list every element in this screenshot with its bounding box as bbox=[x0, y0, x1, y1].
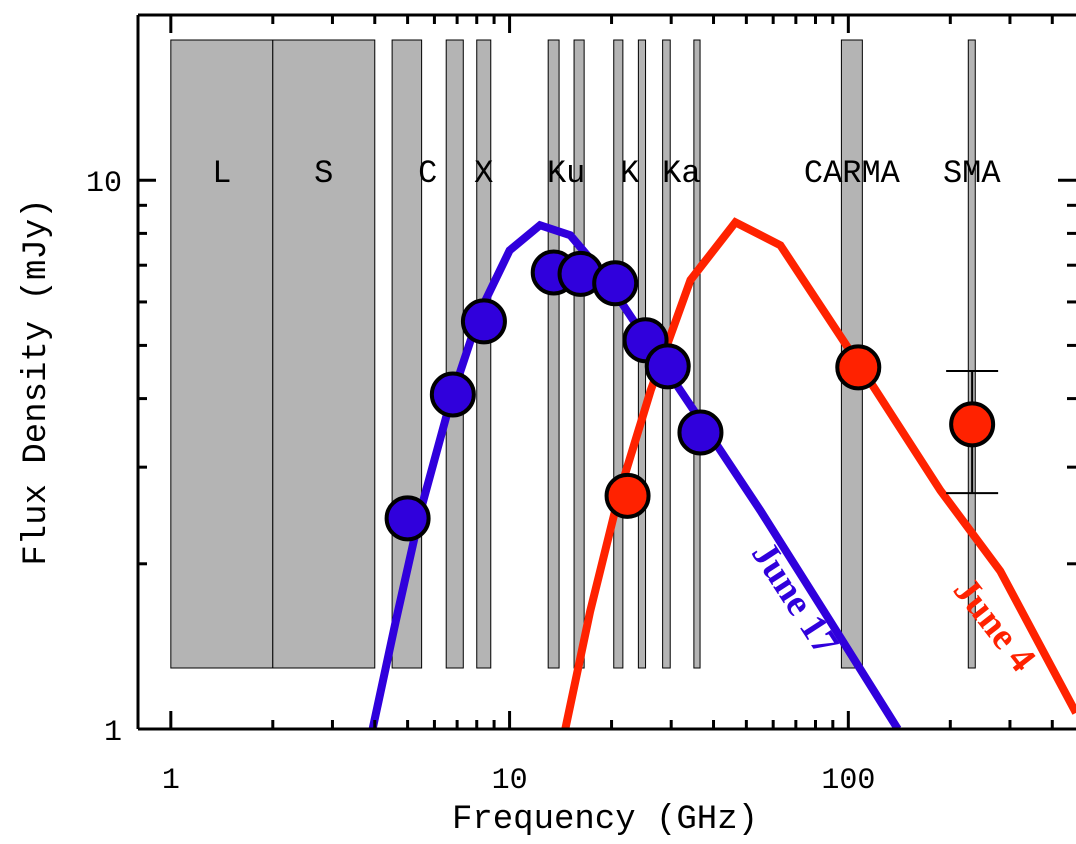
x-tick-label: 10 bbox=[492, 764, 528, 798]
data-point bbox=[677, 409, 724, 456]
y-tick-label: 1 bbox=[104, 716, 122, 750]
model-curve bbox=[561, 217, 1076, 729]
x-tick-label: 100 bbox=[821, 764, 875, 798]
data-point bbox=[604, 472, 651, 519]
band bbox=[967, 39, 976, 669]
band-label: X bbox=[474, 155, 493, 192]
band bbox=[547, 39, 560, 669]
band bbox=[613, 39, 624, 669]
band bbox=[170, 39, 274, 669]
band-label: Ka bbox=[662, 155, 700, 192]
band bbox=[272, 39, 376, 669]
band-label: CARMA bbox=[804, 155, 901, 192]
curve-label: June 17 bbox=[743, 534, 847, 662]
band-label: L bbox=[212, 155, 231, 192]
band bbox=[476, 39, 492, 669]
curves bbox=[368, 217, 1076, 729]
data-point bbox=[592, 260, 639, 307]
data-point bbox=[460, 298, 507, 345]
data-point bbox=[644, 343, 691, 390]
band bbox=[693, 39, 701, 669]
band-label: K bbox=[620, 155, 640, 192]
model-curve bbox=[368, 220, 902, 729]
band-label: S bbox=[314, 155, 333, 192]
band bbox=[573, 39, 585, 669]
axes: 1 10 100 1 10 bbox=[86, 13, 1076, 798]
band bbox=[445, 39, 464, 669]
x-axis-title: Frequency (GHz) bbox=[452, 801, 758, 839]
data-point bbox=[384, 495, 431, 542]
data-point bbox=[835, 344, 882, 391]
band-label: Ku bbox=[547, 155, 585, 192]
y-tick-label: 10 bbox=[86, 167, 122, 201]
data-point bbox=[949, 401, 996, 448]
band-label: SMA bbox=[943, 155, 1001, 192]
data-point bbox=[429, 371, 476, 418]
band-label: C bbox=[418, 155, 437, 192]
x-tick-label: 1 bbox=[162, 764, 180, 798]
y-axis-title: Flux Density (mJy) bbox=[18, 198, 56, 565]
